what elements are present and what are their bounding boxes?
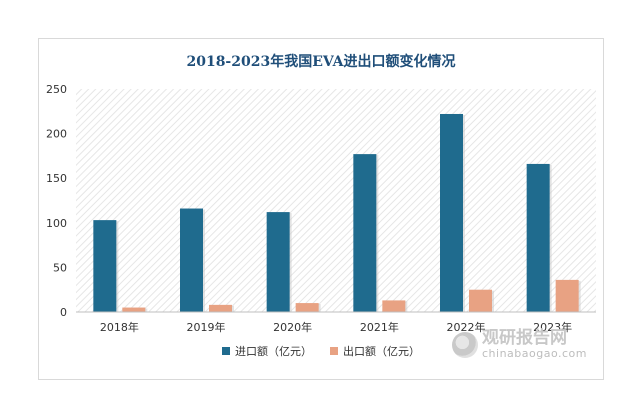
watermark-text: 观研报告网 chinabaogao.com [482, 328, 587, 360]
legend-swatch-import [222, 347, 230, 355]
x-tick-label: 2020年 [273, 320, 312, 334]
bar-export-2 [295, 303, 319, 312]
x-tick-label: 2018年 [100, 320, 139, 334]
plot-area [76, 89, 596, 312]
bar-export-1 [209, 304, 232, 312]
bar-import-0 [93, 220, 117, 312]
watermark-cn: 观研报告网 [482, 328, 567, 348]
chart-title: 2018-2023年我国EVA进出口额变化情况 [186, 54, 456, 70]
bar-import-1 [180, 208, 203, 312]
y-tick-label: 100 [46, 217, 67, 230]
y-tick-label: 150 [46, 172, 67, 185]
chart-legend: 进口额（亿元） 出口额（亿元） [39, 343, 603, 359]
bar-chart: 0 50 100 150 200 250 2018年 2019年 2020年 2021年 2022… [46, 83, 596, 334]
bar-import-2 [266, 212, 290, 312]
bar-import-3 [353, 154, 377, 312]
legend-item-import: 进口额（亿元） [222, 343, 312, 359]
legend-label-export: 出口额（亿元） [343, 345, 420, 358]
x-tick-label: 2023年 [533, 320, 572, 334]
bar-export-4 [469, 289, 492, 312]
x-tick-label: 2022年 [447, 320, 486, 334]
y-tick-label: 50 [53, 261, 67, 274]
bar-import-4 [440, 113, 463, 312]
legend-item-export: 出口额（亿元） [330, 343, 420, 359]
bar-export-5 [555, 279, 579, 312]
bar-export-3 [382, 300, 406, 312]
bar-export-0 [122, 307, 146, 312]
y-tick-label: 250 [46, 83, 67, 96]
legend-label-import: 进口额（亿元） [235, 345, 312, 358]
watermark-logo-icon [452, 331, 478, 358]
x-tick-label: 2019年 [187, 320, 226, 334]
x-tick-label: 2021年 [360, 320, 399, 334]
chart-frame: 2018-2023年我国EVA进出口额变化情况 0 50 100 150 200 250 … [38, 38, 604, 380]
watermark-en: chinabaogao.com [482, 346, 587, 360]
y-tick-label: 0 [60, 306, 67, 319]
legend-swatch-export [330, 347, 338, 355]
y-tick-label: 200 [46, 128, 67, 141]
watermark: 观研报告网 chinabaogao.com [452, 328, 587, 360]
bar-import-5 [526, 163, 550, 312]
